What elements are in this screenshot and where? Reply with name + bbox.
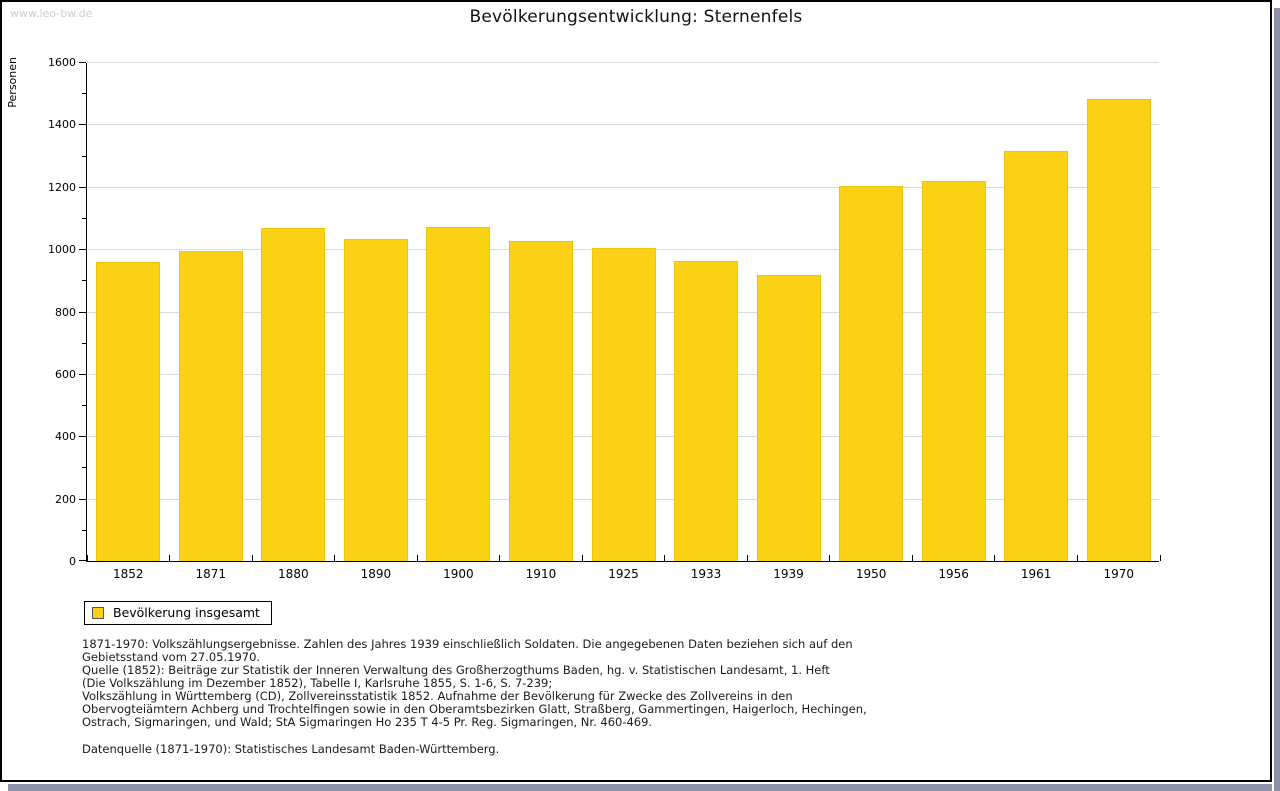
gridline-1200 bbox=[87, 186, 1159, 188]
bar-1939 bbox=[756, 274, 821, 561]
x-boundary-tick-8 bbox=[746, 555, 748, 561]
x-tick-label-1890: 1890 bbox=[360, 567, 392, 581]
bar-1933 bbox=[674, 260, 739, 561]
y-tick-label-400: 400 bbox=[55, 430, 76, 444]
bar-1871 bbox=[178, 250, 243, 561]
x-tick-label-1925: 1925 bbox=[608, 567, 639, 581]
y-major-tick-200 bbox=[79, 498, 86, 500]
footnotes-block: 1871-1970: Volkszählungsergebnisse. Zahl… bbox=[82, 638, 867, 729]
y-minor-tick-100 bbox=[82, 529, 86, 531]
y-axis-title: Personen bbox=[6, 57, 19, 108]
y-major-tick-1400 bbox=[79, 124, 86, 126]
bar-1890 bbox=[343, 239, 408, 561]
y-tick-label-200: 200 bbox=[55, 492, 76, 506]
watermark-url: www.leo-bw.de bbox=[10, 7, 93, 20]
y-minor-tick-1500 bbox=[82, 93, 86, 95]
y-minor-tick-1300 bbox=[82, 155, 86, 157]
x-boundary-tick-2 bbox=[251, 555, 253, 561]
legend-label: Bevölkerung insgesamt bbox=[113, 605, 260, 620]
drop-shadow-bottom bbox=[8, 784, 1272, 791]
x-tick-label-1900: 1900 bbox=[443, 567, 474, 581]
x-tick-label-1956: 1956 bbox=[938, 567, 969, 581]
y-tick-label-1600: 1600 bbox=[48, 56, 76, 69]
x-tick-label-1910: 1910 bbox=[525, 567, 557, 581]
x-boundary-tick-3 bbox=[334, 555, 336, 561]
y-major-tick-400 bbox=[79, 436, 86, 438]
bar-1880 bbox=[261, 228, 326, 561]
x-tick-label-1961: 1961 bbox=[1020, 567, 1052, 581]
bar-1961 bbox=[1004, 151, 1069, 561]
y-tick-label-800: 800 bbox=[55, 305, 76, 319]
y-tick-label-1200: 1200 bbox=[48, 180, 76, 194]
x-boundary-tick-7 bbox=[664, 555, 666, 561]
x-boundary-tick-4 bbox=[416, 555, 418, 561]
bar-1852 bbox=[96, 261, 161, 561]
y-minor-tick-500 bbox=[82, 405, 86, 407]
y-tick-label-600: 600 bbox=[55, 367, 76, 381]
bar-1925 bbox=[591, 247, 656, 561]
y-tick-label-1400: 1400 bbox=[48, 118, 76, 132]
footnote-line-5: Volkszählung in Württemberg (CD), Zollve… bbox=[82, 689, 793, 703]
x-tick-label-1880: 1880 bbox=[278, 567, 309, 581]
drop-shadow-right bbox=[1274, 8, 1280, 791]
x-tick-label-1970: 1970 bbox=[1103, 567, 1134, 581]
bar-1970 bbox=[1086, 99, 1151, 561]
y-major-tick-1000 bbox=[79, 249, 86, 251]
legend: Bevölkerung insgesamt bbox=[84, 601, 272, 625]
x-tick-label-1939: 1939 bbox=[773, 567, 804, 581]
y-major-tick-600 bbox=[79, 373, 86, 375]
footnote-line-3: Quelle (1852): Beiträge zur Statistik de… bbox=[82, 663, 830, 677]
footnote-line-1: 1871-1970: Volkszählungsergebnisse. Zahl… bbox=[82, 637, 853, 651]
gridline-1400 bbox=[87, 124, 1159, 126]
x-boundary-tick-9 bbox=[829, 555, 831, 561]
bar-1956 bbox=[921, 181, 986, 561]
y-tick-label-0: 0 bbox=[69, 555, 76, 568]
x-tick-label-1933: 1933 bbox=[690, 567, 722, 581]
datenquelle-line: Datenquelle (1871-1970): Statistisches L… bbox=[82, 742, 500, 756]
bar-1950 bbox=[839, 186, 904, 561]
footnote-line-6: Obervogteiämtern Achberg und Trochtelfin… bbox=[82, 702, 867, 716]
footnote-line-7: Ostrach, Sigmaringen, und Wald; StA Sigm… bbox=[82, 715, 653, 729]
x-boundary-tick-5 bbox=[499, 555, 501, 561]
y-major-tick-1200 bbox=[79, 186, 86, 188]
footnote-line-4: (Die Volkszählung im Dezember 1852), Tab… bbox=[82, 676, 553, 690]
y-major-tick-0 bbox=[79, 560, 86, 561]
x-boundary-tick-0 bbox=[86, 555, 88, 561]
y-minor-tick-700 bbox=[82, 342, 86, 344]
x-boundary-tick-10 bbox=[911, 555, 913, 561]
y-major-tick-800 bbox=[79, 311, 86, 313]
y-major-tick-1600 bbox=[79, 62, 86, 63]
y-minor-tick-300 bbox=[82, 467, 86, 469]
x-tick-label-1950: 1950 bbox=[855, 567, 887, 581]
x-boundary-tick-11 bbox=[994, 555, 996, 561]
y-minor-tick-1100 bbox=[82, 217, 86, 219]
gridline-1600 bbox=[87, 62, 1159, 63]
plot-area: 0 200 400 600 800 1000 1200 1400 1600 1852 1871 188… bbox=[48, 56, 1161, 581]
y-tick-label-1000: 1000 bbox=[48, 243, 76, 257]
footnote-line-2: Gebietsstand vom 27.05.1970. bbox=[82, 650, 261, 664]
x-boundary-tick-1 bbox=[169, 555, 171, 561]
bar-1910 bbox=[508, 241, 573, 561]
legend-swatch-icon bbox=[92, 606, 104, 619]
x-tick-label-1871: 1871 bbox=[195, 567, 227, 581]
chart-title: Bevölkerungsentwicklung: Sternenfels bbox=[469, 7, 803, 27]
x-boundary-tick-12 bbox=[1076, 555, 1078, 561]
x-tick-label-1852: 1852 bbox=[112, 567, 144, 581]
bar-1900 bbox=[426, 227, 491, 561]
x-boundary-tick-13 bbox=[1159, 555, 1161, 561]
y-minor-tick-900 bbox=[82, 280, 86, 282]
x-boundary-tick-6 bbox=[581, 555, 583, 561]
